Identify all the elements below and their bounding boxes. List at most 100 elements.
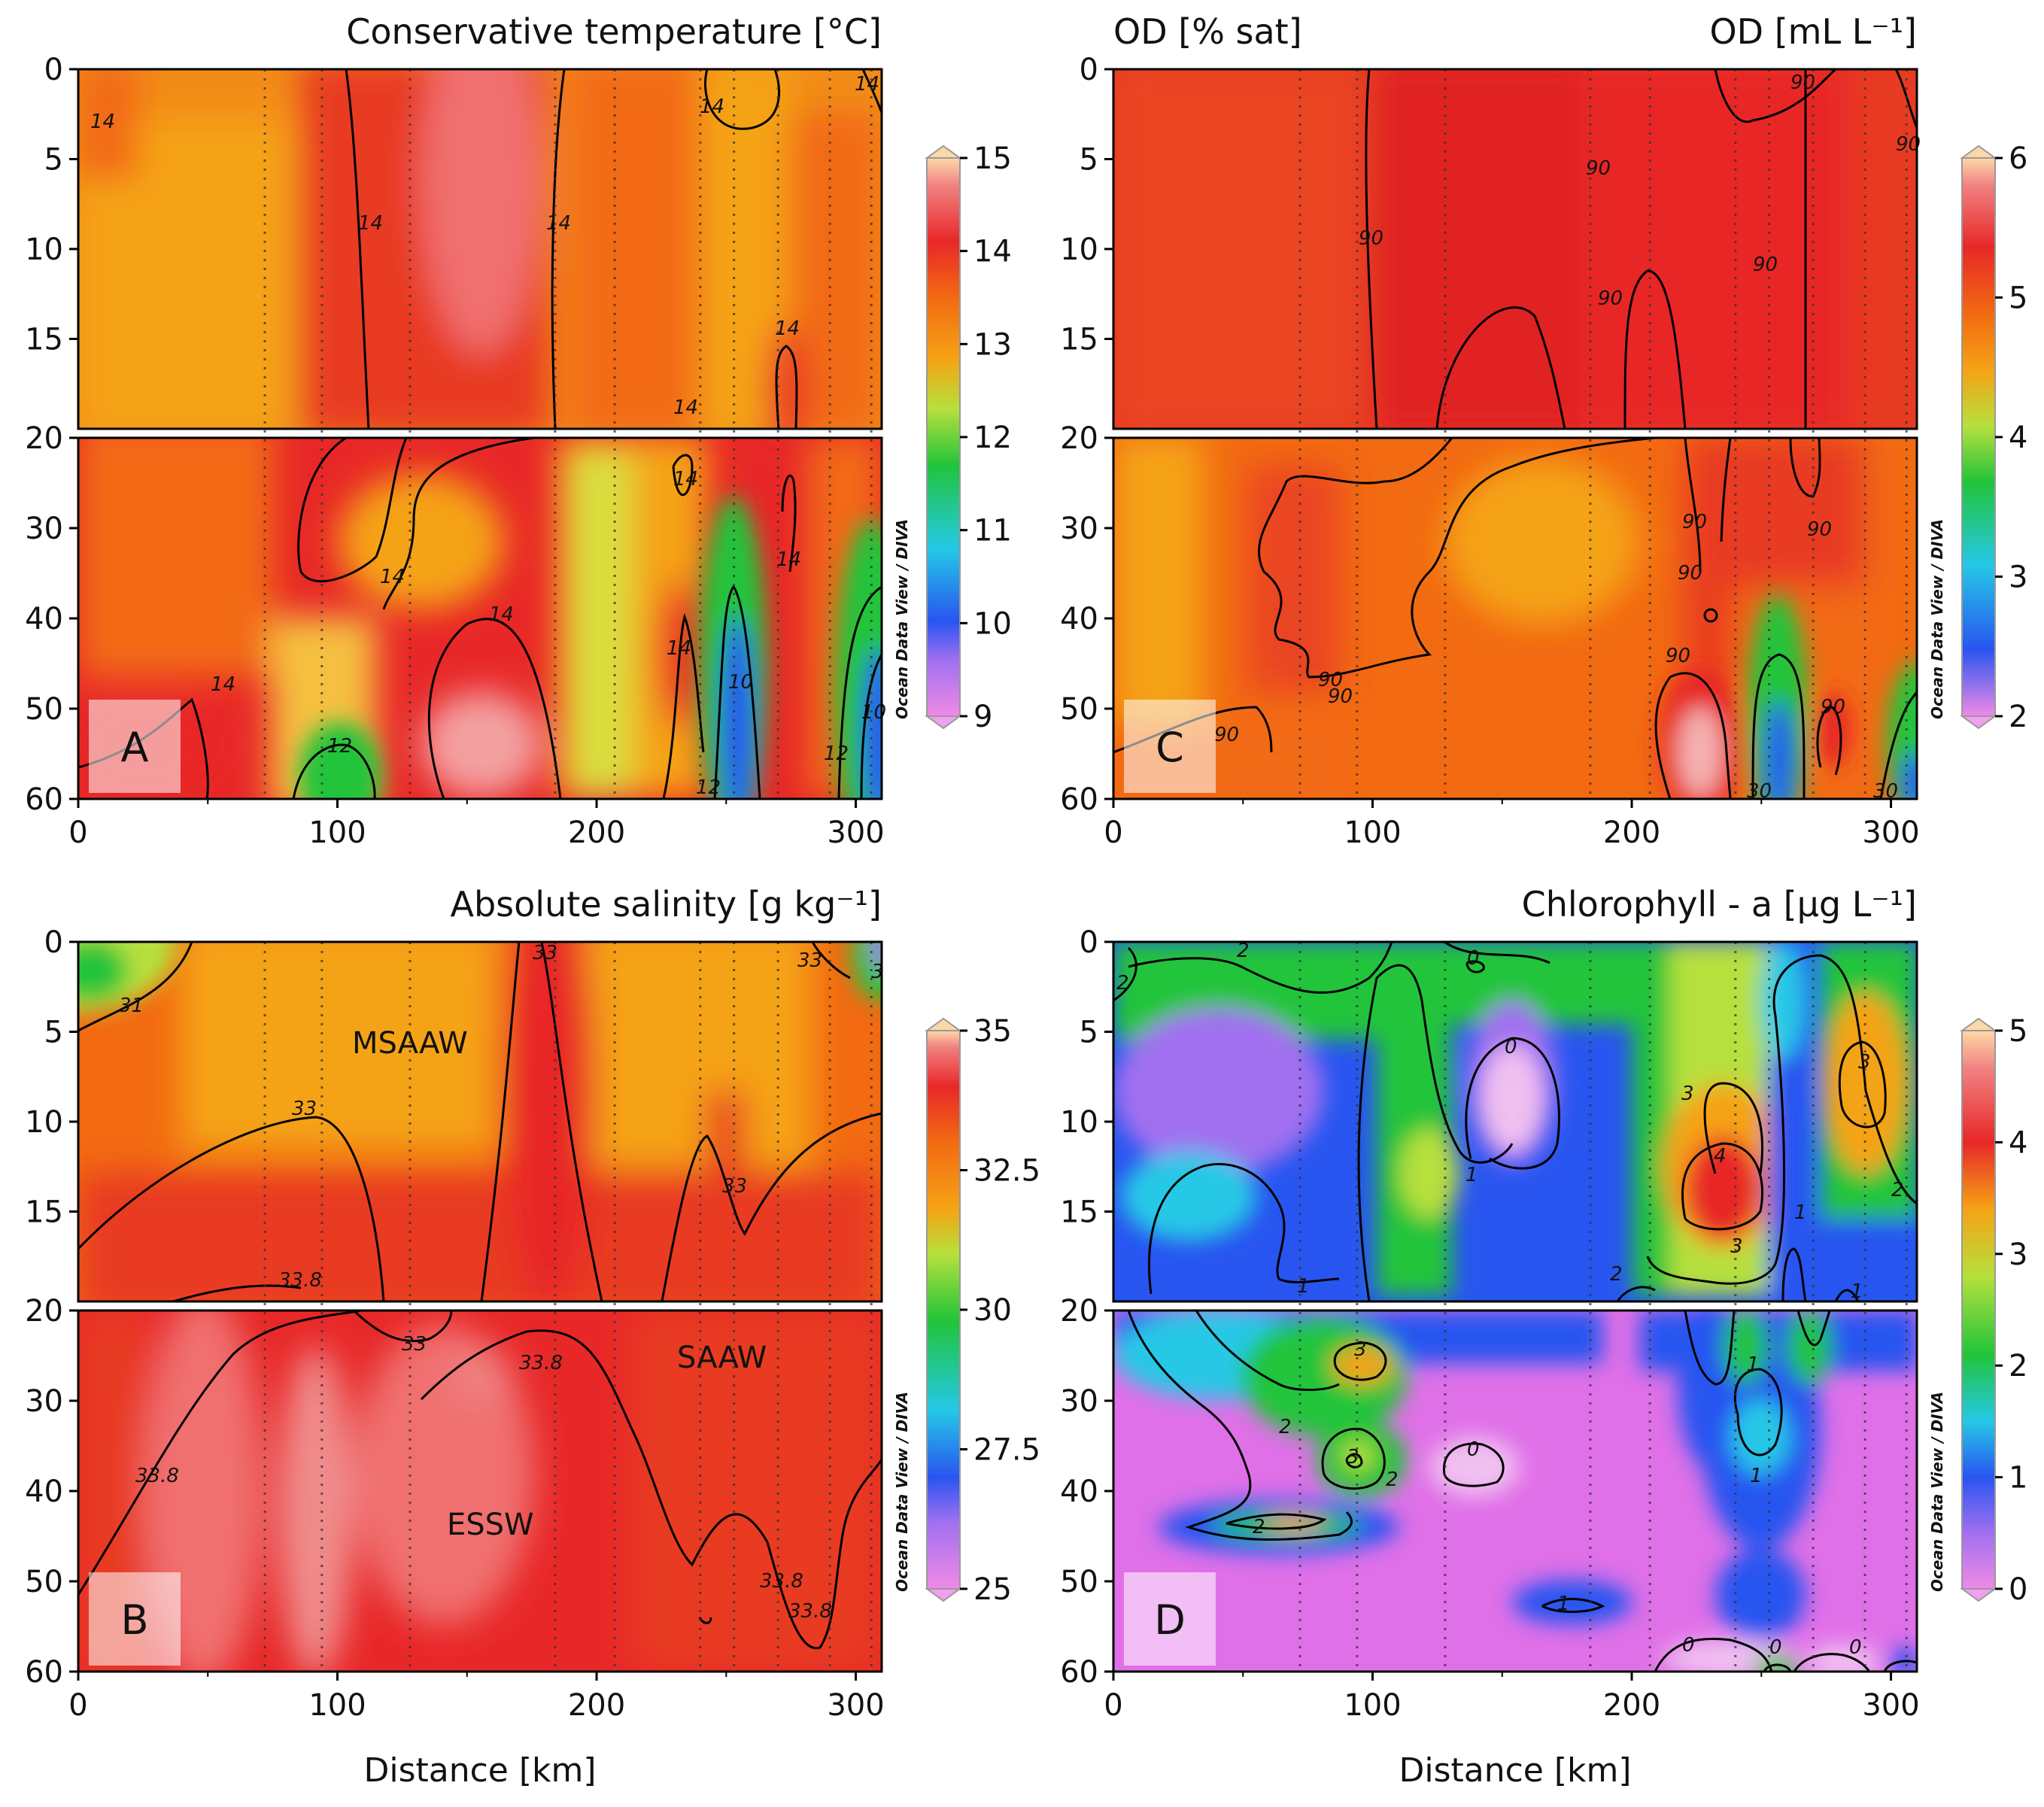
y-tick-label: 5 (44, 143, 63, 178)
x-tick-label: 100 (1344, 1688, 1401, 1723)
x-tick-label: 200 (568, 1688, 625, 1723)
svg-text:12: 12 (696, 776, 721, 799)
x-tick-label: 300 (1862, 1688, 1919, 1723)
colorbar-tick-label: 12 (973, 421, 1012, 455)
panel-b-contour-labels: 31 33 33 33 33 33 33.8 33.8 33.8 33.8 33… (119, 942, 884, 1623)
svg-text:90: 90 (1328, 685, 1353, 708)
y-tick-label: 50 (25, 1565, 63, 1599)
panel-a-contours (77, 68, 883, 800)
x-tick-label: 100 (308, 815, 366, 850)
svg-text:3: 3 (1354, 1338, 1367, 1361)
svg-text:B: B (120, 1596, 148, 1644)
svg-text:12: 12 (327, 735, 352, 758)
svg-text:0: 0 (1849, 1636, 1862, 1659)
svg-text:90: 90 (1807, 518, 1832, 541)
y-tick-label: 50 (1060, 692, 1098, 727)
y-tick-label: 20 (25, 421, 63, 456)
colorbar-tick-label: 14 (973, 235, 1012, 269)
svg-text:A: A (121, 724, 149, 771)
panel-a-title: Conservative temperature [°C] (346, 11, 882, 52)
x-tick-label: 0 (68, 815, 87, 850)
x-tick-label: 100 (308, 1688, 366, 1723)
panel-a-x-axis: 0 100 200 300 (68, 799, 885, 850)
panel-b-x-axis: 0 100 200 300 (68, 1672, 885, 1723)
svg-text:2: 2 (1386, 1468, 1399, 1491)
colorbar-tick-label: 3 (2009, 560, 2027, 595)
y-tick-label: 15 (25, 1195, 63, 1230)
colorbar-cap-bottom (924, 1588, 963, 1602)
water-mass-saaw: SAAW (677, 1341, 767, 1375)
svg-text:90: 90 (1678, 562, 1702, 585)
colorbar-cap-top (924, 144, 963, 159)
y-tick-label: 40 (1060, 1474, 1098, 1509)
svg-text:10: 10 (728, 671, 753, 694)
x-tick-label: 200 (568, 815, 625, 850)
y-tick-label: 10 (25, 1105, 63, 1140)
x-tick-label: 300 (1862, 815, 1919, 850)
svg-text:0: 0 (1467, 1438, 1480, 1461)
colorbar-tick-label: 25 (973, 1572, 1012, 1607)
colorbar-tick-label: 5 (2009, 1014, 2027, 1049)
colorbar-tick-label: 3 (2009, 1238, 2027, 1272)
svg-text:14: 14 (855, 73, 879, 96)
panel-d-title: Chlorophyll - a [µg L⁻¹] (1522, 884, 1917, 925)
y-tick-label: 15 (1060, 323, 1098, 357)
svg-text:0: 0 (1769, 1636, 1782, 1659)
panel-a-lower-field (78, 438, 882, 799)
y-tick-label: 10 (25, 232, 63, 267)
svg-text:2: 2 (1116, 972, 1129, 995)
y-tick-label: 0 (1080, 53, 1098, 87)
panel-d: Chlorophyll - a [µg L⁻¹] (1060, 884, 2027, 1790)
panel-d-watermark: Ocean Data View / DIVA (1928, 1392, 1946, 1592)
svg-text:2: 2 (1610, 1263, 1623, 1286)
y-tick-label: 20 (1060, 421, 1098, 456)
svg-text:33: 33 (402, 1333, 427, 1356)
panel-c-watermark: Ocean Data View / DIVA (1928, 519, 1946, 719)
colorbar-cap-bottom (1959, 1588, 1998, 1602)
y-tick-label: 60 (1060, 782, 1098, 817)
x-tick-label: 0 (1104, 1688, 1122, 1723)
y-tick-label: 0 (44, 53, 63, 87)
colorbar-tick-label: 0 (2009, 1572, 2027, 1607)
panel-c: OD [% sat] OD [mL L⁻¹] (1060, 11, 2027, 850)
colorbar-tick-label: 11 (973, 514, 1012, 548)
panel-a-y-axis: 0 5 10 15 20 30 40 50 60 (25, 53, 78, 817)
panel-c-label-box: C (1124, 700, 1216, 793)
svg-text:3: 3 (1681, 1083, 1694, 1105)
panel-b-contours (77, 941, 883, 1650)
panel-d-contours (1113, 940, 1918, 1672)
svg-text:0: 0 (1467, 947, 1480, 970)
panel-b-y-axis: 0 5 10 15 20 30 40 50 60 (25, 925, 78, 1690)
x-tick-label: 200 (1603, 815, 1660, 850)
colorbar-tick-label: 32.5 (973, 1154, 1040, 1189)
colorbar-tick-label: 2 (2009, 1349, 2027, 1383)
y-tick-label: 30 (1060, 512, 1098, 546)
y-tick-label: 15 (1060, 1195, 1098, 1230)
svg-text:14: 14 (776, 548, 801, 571)
panel-b-upper-field (78, 942, 882, 1301)
svg-text:14: 14 (673, 468, 698, 490)
panel-a-label-box: A (89, 700, 181, 793)
svg-text:3: 3 (1730, 1235, 1743, 1258)
panel-a: Conservative temperature [°C] (25, 11, 1012, 850)
svg-text:33.8: 33.8 (278, 1269, 322, 1292)
svg-text:33.8: 33.8 (788, 1600, 832, 1623)
panel-a-contour-labels: 14 14 14 14 14 14 14 14 14 14 14 14 14 1… (90, 73, 886, 799)
y-tick-label: 30 (1060, 1384, 1098, 1419)
svg-text:12: 12 (824, 743, 849, 765)
y-tick-label: 10 (1060, 1105, 1098, 1140)
svg-text:14: 14 (673, 396, 698, 419)
colorbar-tick-label: 1 (2009, 1461, 2027, 1496)
svg-text:2: 2 (1237, 940, 1250, 962)
colorbar-cap-bottom (924, 715, 963, 730)
y-tick-label: 30 (25, 1384, 63, 1419)
svg-text:31: 31 (119, 995, 144, 1017)
svg-text:90: 90 (1790, 71, 1815, 94)
svg-text:14: 14 (358, 212, 383, 235)
x-tick-label: 100 (1344, 815, 1401, 850)
panel-b-colorbar: 25 27.5 30 32.5 35 (924, 1014, 1040, 1607)
y-tick-label: 5 (44, 1016, 63, 1050)
colorbar-tick-label: 10 (973, 606, 1012, 641)
colorbar-ramp (1961, 1030, 1996, 1590)
